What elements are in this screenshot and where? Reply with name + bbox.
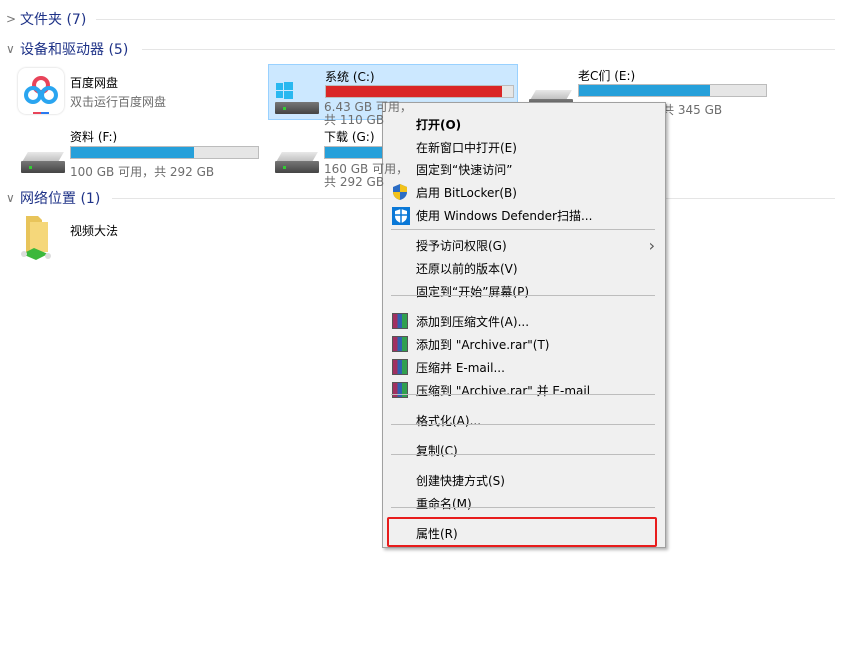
menu-item[interactable]: 授予访问权限(G) › [383, 234, 665, 256]
menu-item[interactable]: 启用 BitLocker(B) [383, 181, 665, 203]
menu-item-label: 授予访问权限(G) [416, 238, 507, 253]
usage-bar [578, 84, 767, 97]
menu-item-label: 打开(O) [416, 117, 462, 132]
usage-fill [325, 147, 410, 158]
menu-separator [391, 295, 655, 296]
group-network[interactable]: ∨ 网络位置 (1) [6, 188, 835, 208]
usage-bar [70, 146, 259, 159]
menu-separator [391, 424, 655, 425]
chevron-down-icon: ∨ [6, 191, 15, 205]
winrar-icon [392, 359, 408, 375]
menu-item[interactable]: 复制(C) [383, 439, 665, 461]
drive-c-info: 6.43 GB 可用，共 110 GB [324, 100, 412, 127]
menu-separator [391, 454, 655, 455]
network-location-item[interactable]: 视频大法 [16, 212, 216, 262]
usage-fill [579, 85, 710, 96]
group-devices[interactable]: ∨ 设备和驱动器 (5) [6, 39, 835, 59]
menu-item[interactable]: 添加到 "Archive.rar"(T) [383, 333, 665, 355]
group-folders[interactable]: > 文件夹 (7) [6, 9, 835, 29]
menu-item-label: 还原以前的版本(V) [416, 261, 518, 276]
menu-item-label: 属性(R) [416, 526, 458, 541]
menu-item[interactable]: 创建快捷方式(S) [383, 469, 665, 491]
menu-item[interactable]: 格式化(A)... [383, 409, 665, 431]
windows-defender-icon [392, 207, 410, 225]
divider [142, 49, 835, 50]
usage-fill [71, 147, 195, 158]
network-folder-icon [20, 214, 60, 260]
menu-item-label: 压缩到 "Archive.rar" 并 E-mail [416, 383, 591, 398]
usage-fill [326, 86, 502, 97]
hard-drive-icon [21, 152, 65, 174]
uac-shield-icon [392, 184, 408, 200]
drive-g-info: 160 GB 可用，共 292 GB [324, 162, 409, 189]
menu-item-label: 启用 BitLocker(B) [416, 185, 517, 200]
winrar-icon [392, 313, 408, 329]
menu-item[interactable]: 固定到“开始”屏幕(P) [383, 280, 665, 302]
submenu-arrow-icon: › [648, 235, 655, 255]
usage-bar [325, 85, 514, 98]
menu-separator [391, 229, 655, 230]
winrar-icon [392, 382, 408, 398]
baidu-netdisk-item[interactable]: 百度网盘 双击运行百度网盘 [16, 66, 256, 116]
chevron-right-icon: > [6, 12, 17, 26]
divider [96, 19, 835, 20]
context-menu: 打开(O) 在新窗口中打开(E) 固定到“快速访问” 启用 BitLocker(B) 使… [382, 102, 666, 548]
highlight-box [387, 517, 657, 547]
menu-separator [391, 507, 655, 508]
menu-item-label: 使用 Windows Defender扫描... [416, 208, 593, 223]
menu-item-label: 压缩并 E-mail... [416, 360, 505, 375]
menu-item[interactable]: 固定到“快速访问” [383, 158, 665, 180]
menu-item[interactable]: 压缩并 E-mail... [383, 356, 665, 378]
menu-item[interactable]: 使用 Windows Defender扫描... [383, 204, 665, 226]
hard-drive-icon [275, 93, 319, 115]
menu-item-label: 添加到 "Archive.rar"(T) [416, 337, 550, 352]
baidu-netdisk-icon [18, 68, 64, 114]
menu-item-label: 创建快捷方式(S) [416, 473, 505, 488]
menu-item[interactable]: 属性(R) [383, 522, 665, 544]
menu-item[interactable]: 打开(O) [383, 113, 665, 135]
menu-item-label: 复制(C) [416, 443, 458, 458]
hard-drive-icon [275, 152, 319, 174]
menu-item[interactable]: 重命名(M) [383, 492, 665, 514]
menu-item-label: 重命名(M) [416, 496, 472, 511]
winrar-icon [392, 336, 408, 352]
menu-item[interactable]: 压缩到 "Archive.rar" 并 E-mail [383, 379, 665, 401]
windows-logo-icon [276, 82, 293, 99]
menu-item[interactable]: 在新窗口中打开(E) [383, 136, 665, 158]
menu-item-label: 添加到压缩文件(A)... [416, 314, 530, 329]
drive-f[interactable]: 资料 (F:) 100 GB 可用，共 292 GB [16, 126, 266, 182]
menu-item[interactable]: 添加到压缩文件(A)... [383, 310, 665, 332]
menu-item-label: 格式化(A)... [416, 413, 482, 428]
chevron-down-icon: ∨ [6, 42, 15, 56]
menu-item-label: 在新窗口中打开(E) [416, 140, 517, 155]
menu-item-label: 固定到“开始”屏幕(P) [416, 284, 530, 299]
menu-item[interactable]: 还原以前的版本(V) [383, 257, 665, 279]
menu-item-label: 固定到“快速访问” [416, 162, 513, 177]
menu-separator [391, 394, 655, 395]
